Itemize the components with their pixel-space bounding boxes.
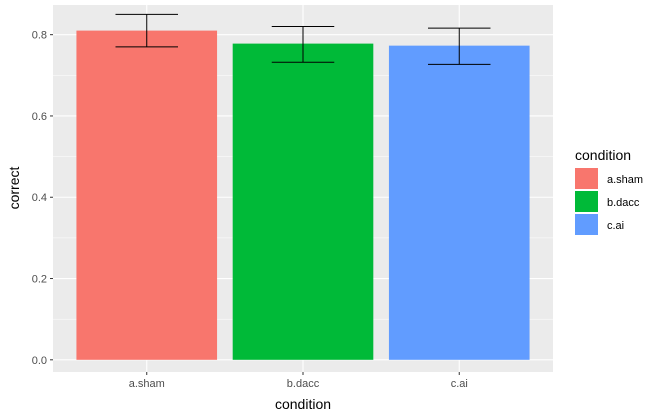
legend-title: condition bbox=[575, 147, 631, 163]
x-axis-ticks: a.sham b.dacc c.ai bbox=[129, 372, 468, 390]
error-bar bbox=[271, 26, 335, 63]
error-bar bbox=[115, 13, 178, 48]
error-bar bbox=[428, 27, 491, 65]
bars bbox=[76, 30, 530, 360]
x-tick-label: b.dacc bbox=[287, 378, 320, 390]
x-axis-title: condition bbox=[275, 396, 331, 412]
y-tick-label: 0.0 bbox=[32, 355, 47, 367]
legend: condition a.sham b.dacc c.ai bbox=[575, 147, 643, 235]
legend-label: b.dacc bbox=[607, 197, 640, 209]
legend-label: a.sham bbox=[607, 174, 643, 186]
legend-key bbox=[575, 168, 598, 189]
legend-entries: a.sham b.dacc c.ai bbox=[575, 168, 643, 235]
y-tick-label: 0.6 bbox=[32, 111, 47, 123]
y-axis-title: correct bbox=[6, 167, 22, 210]
bar-a-sham bbox=[76, 30, 218, 360]
y-tick-label: 0.8 bbox=[32, 30, 47, 42]
x-tick-label: c.ai bbox=[451, 378, 468, 390]
error-bars bbox=[115, 13, 491, 65]
y-axis-ticks: 0.0 0.2 0.4 0.6 0.8 bbox=[32, 30, 53, 367]
legend-label: c.ai bbox=[607, 220, 624, 232]
y-tick-label: 0.4 bbox=[32, 192, 47, 204]
bar-c-ai bbox=[388, 45, 530, 360]
bar-b-dacc bbox=[232, 43, 374, 360]
legend-key bbox=[575, 191, 598, 212]
y-tick-label: 0.2 bbox=[32, 274, 47, 286]
x-tick-label: a.sham bbox=[129, 378, 165, 390]
legend-key bbox=[575, 214, 598, 235]
